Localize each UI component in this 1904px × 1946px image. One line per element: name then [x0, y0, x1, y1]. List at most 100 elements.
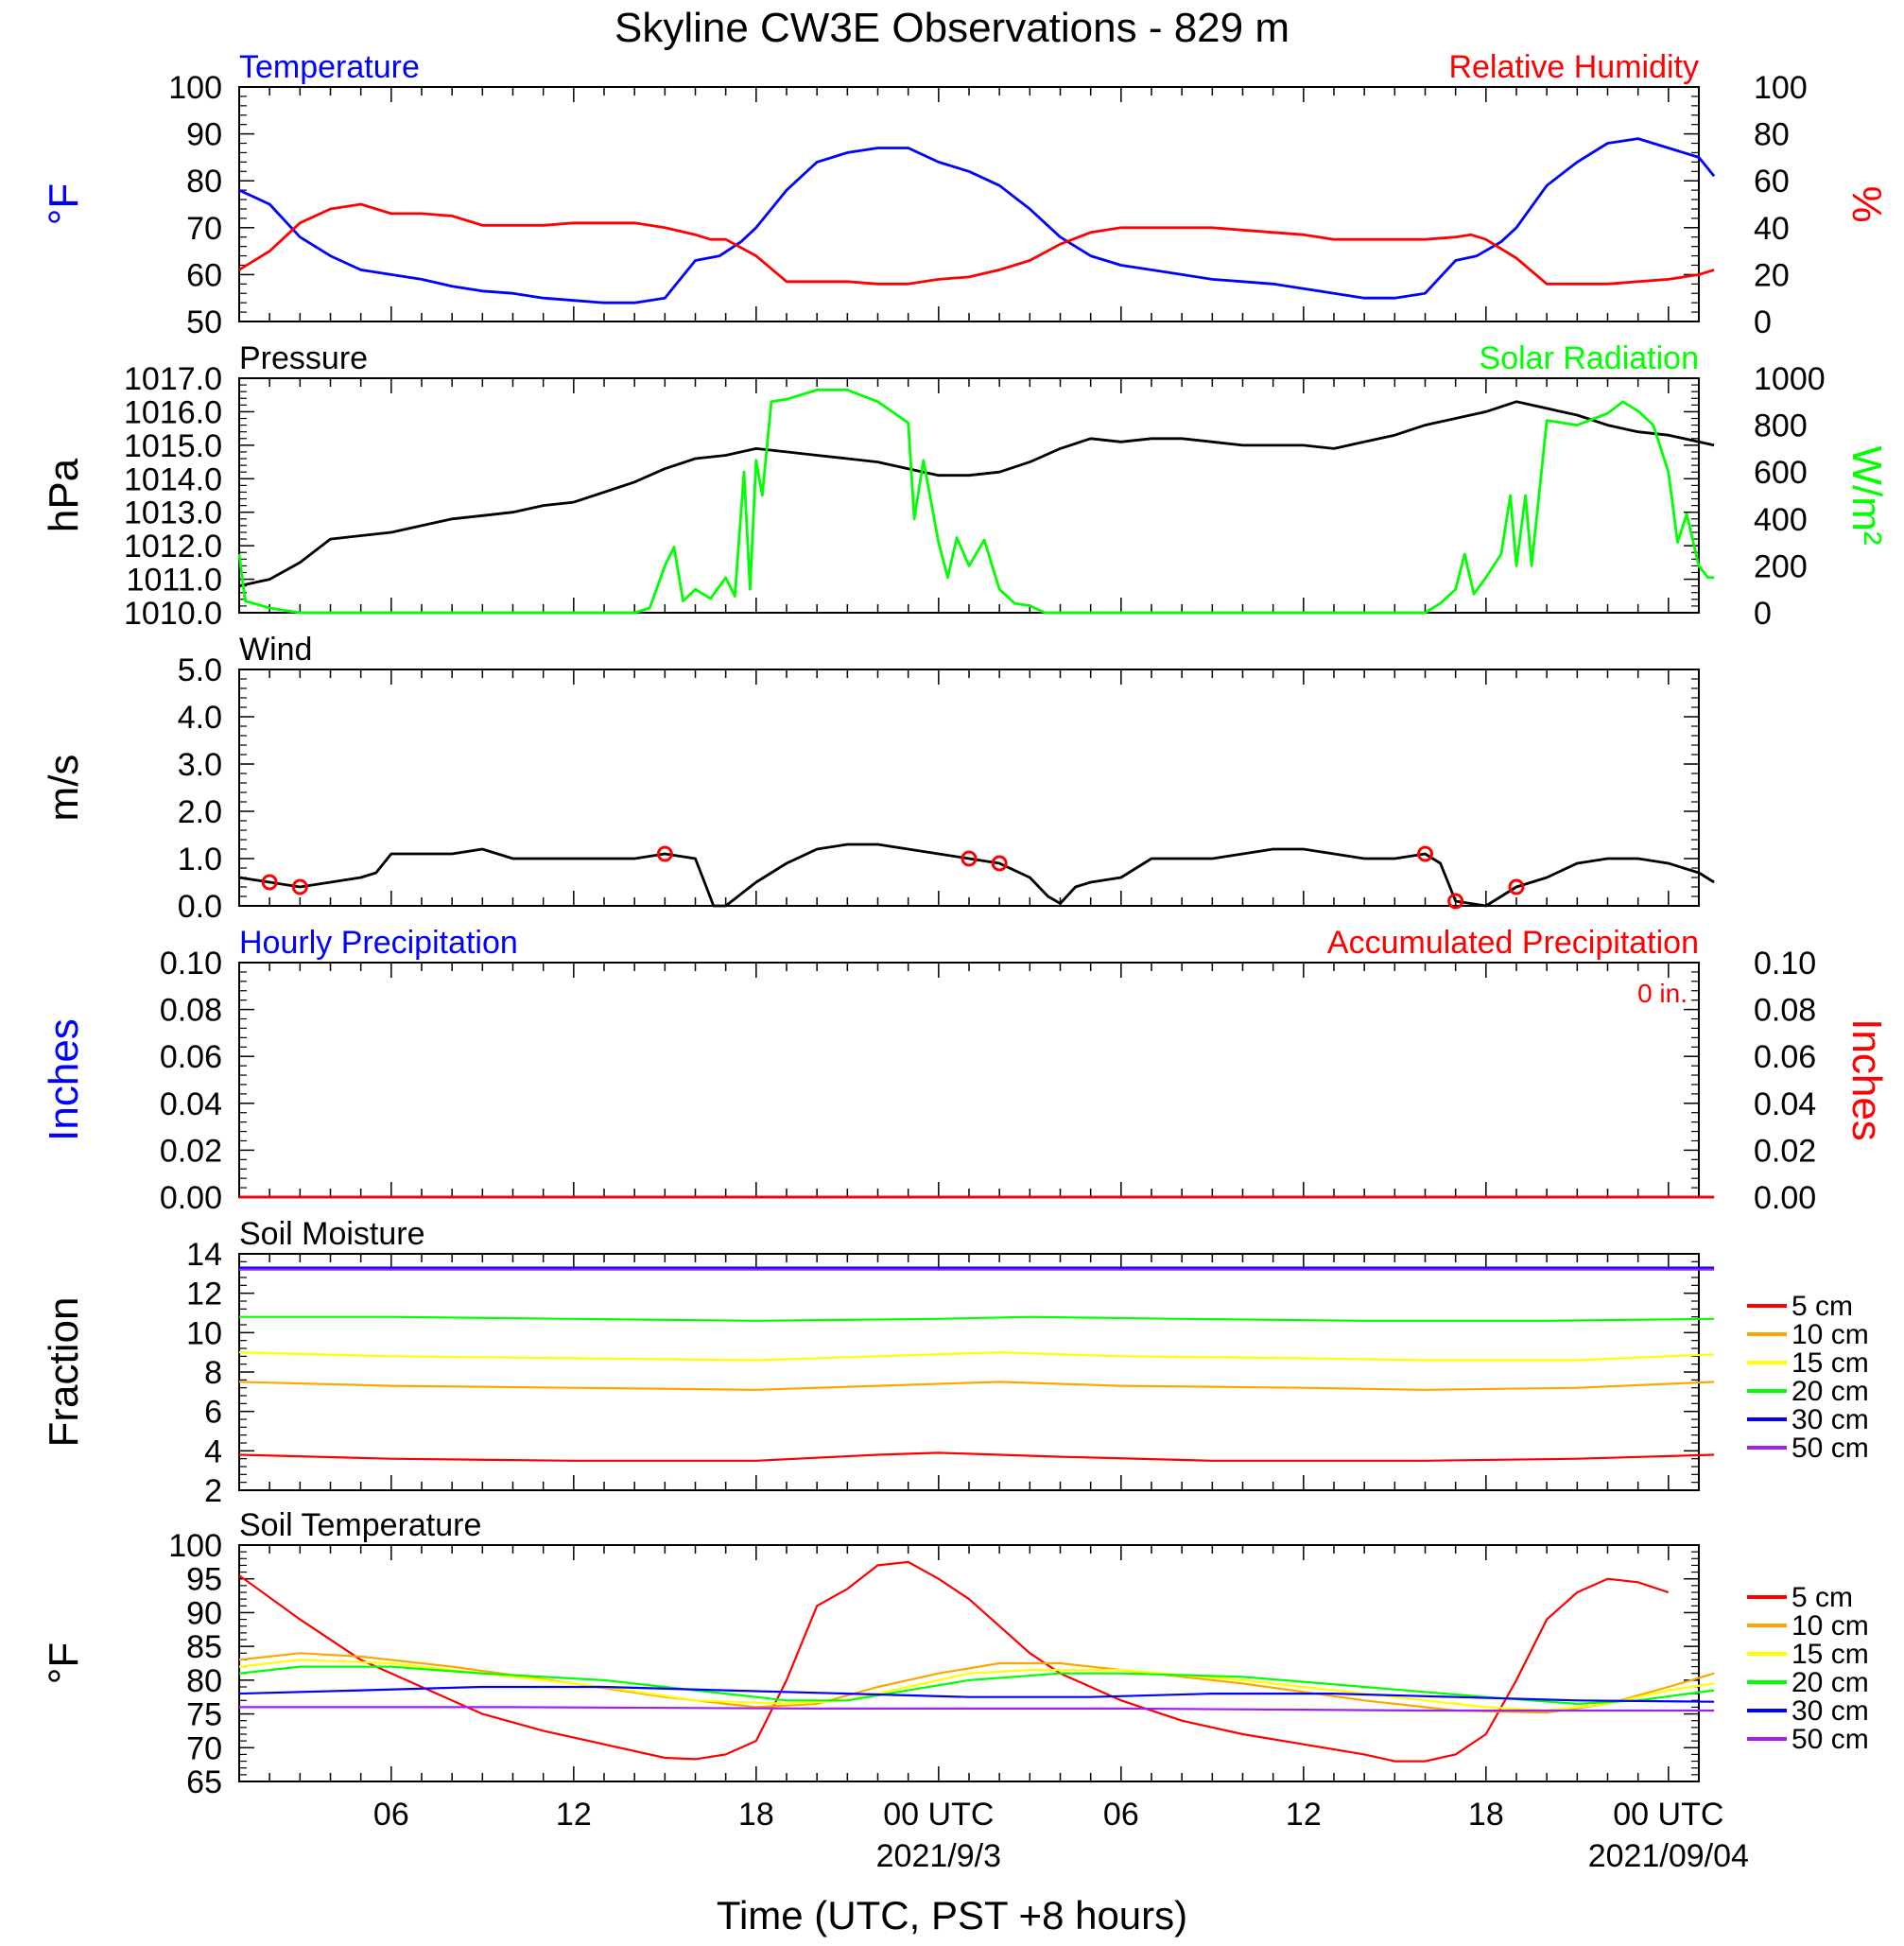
y-right-tick-label: 600 — [1754, 455, 1808, 491]
y-tick-label: 4 — [204, 1433, 222, 1469]
y-axis-label-right: % — [1843, 185, 1890, 222]
panel-1: 50 60 70 80 90 100 0 20 40 60 80 100 Temperature Rela… — [41, 49, 1890, 340]
series-line — [238, 1451, 1715, 1462]
legend-label: 5 cm — [1791, 1291, 1853, 1322]
y-axis-label: m/s — [41, 755, 87, 822]
panel-title-left: Hourly Precipitation — [239, 925, 518, 961]
y-tick-label: 1015.0 — [124, 428, 222, 464]
y-axis-label: Inches — [41, 1018, 87, 1141]
y-tick-label: 50 — [186, 304, 222, 340]
panel-4: 0.00 0.02 0.04 0.06 0.08 0.10 0.00 0.02 0.04 0.06… — [41, 925, 1890, 1216]
legend-label: 10 cm — [1791, 1610, 1869, 1642]
y-tick-label: 4.0 — [178, 700, 222, 736]
series-line — [239, 1315, 1715, 1322]
y-right-tick-label: 40 — [1754, 211, 1790, 247]
y-tick-label: 1012.0 — [124, 529, 222, 565]
y-tick-label: 8 — [204, 1355, 222, 1391]
y-tick-label: 0.02 — [160, 1133, 222, 1169]
y-right-tick-label: 0.00 — [1754, 1180, 1816, 1216]
legend-label: 15 cm — [1791, 1347, 1869, 1379]
y-tick-label: 85 — [186, 1629, 222, 1665]
y-tick-label: 3.0 — [178, 747, 222, 783]
series-line — [238, 1652, 1715, 1714]
y-tick-label: 65 — [186, 1764, 222, 1800]
legend-label: 20 cm — [1791, 1376, 1869, 1407]
y-right-tick-label: 0.10 — [1754, 946, 1816, 982]
legend-label: 30 cm — [1791, 1404, 1869, 1435]
x-tick-label: 12 — [556, 1797, 592, 1833]
panel-annotation: 0 in. — [1637, 979, 1688, 1008]
date-label: 2021/9/3 — [876, 1838, 1001, 1874]
y-tick-label: 0.08 — [160, 993, 222, 1029]
y-tick-label: 80 — [186, 164, 222, 200]
x-tick-label: 06 — [1103, 1797, 1139, 1833]
y-tick-label: 1.0 — [178, 842, 222, 877]
y-tick-label: 95 — [186, 1562, 222, 1598]
y-tick-label: 1011.0 — [127, 563, 222, 599]
y-axis-label: °F — [41, 1642, 87, 1684]
y-tick-label: 1014.0 — [124, 461, 222, 497]
y-right-tick-label: 20 — [1754, 257, 1790, 293]
calm-wind-marker — [991, 855, 1008, 872]
panel-title-right: Accumulated Precipitation — [1327, 925, 1699, 961]
panel-title-left: Temperature — [239, 49, 420, 85]
series-line — [238, 137, 1716, 304]
calm-wind-marker — [291, 878, 308, 895]
panel-title-right: Solar Radiation — [1480, 340, 1699, 376]
date-label: 2021/09/04 — [1588, 1838, 1749, 1874]
series-line — [238, 1560, 1670, 1763]
legend-label: 50 cm — [1791, 1433, 1869, 1464]
y-tick-label: 0.10 — [160, 946, 222, 982]
series-line — [238, 400, 1715, 588]
legend-label: 15 cm — [1791, 1639, 1869, 1670]
y-right-tick-label: 0.02 — [1754, 1133, 1816, 1169]
y-tick-label: 2 — [204, 1473, 222, 1509]
calm-wind-marker — [961, 850, 978, 867]
y-tick-label: 14 — [186, 1237, 222, 1273]
y-right-tick-label: 800 — [1754, 408, 1808, 444]
calm-wind-marker — [1508, 878, 1525, 895]
y-right-tick-label: 200 — [1754, 548, 1808, 584]
x-axis-label: Time (UTC, PST +8 hours) — [717, 1893, 1187, 1937]
series-line — [239, 1706, 1715, 1712]
x-tick-label: 12 — [1286, 1797, 1322, 1833]
legend-label: 5 cm — [1791, 1582, 1853, 1613]
y-tick-label: 1013.0 — [124, 495, 222, 531]
y-tick-label: 75 — [186, 1697, 222, 1733]
y-tick-label: 2.0 — [178, 794, 222, 830]
y-axis-label: °F — [41, 183, 87, 225]
y-right-tick-label: 0 — [1754, 596, 1772, 632]
y-tick-label: 0.04 — [160, 1086, 222, 1122]
series-line — [237, 388, 1715, 615]
legend-label: 50 cm — [1791, 1724, 1869, 1755]
y-axis-label-right: Inches — [1843, 1018, 1890, 1141]
panel-title-left: Pressure — [239, 340, 368, 376]
y-tick-label: 6 — [204, 1395, 222, 1431]
y-tick-label: 1016.0 — [124, 394, 222, 430]
panel-3: 0.0 1.0 2.0 3.0 4.0 5.0 Wind m/s — [41, 632, 1715, 925]
y-tick-label: 100 — [168, 70, 222, 106]
y-tick-label: 0.0 — [178, 889, 222, 925]
y-tick-label: 90 — [186, 117, 222, 153]
series-line — [238, 1351, 1715, 1362]
x-tick-label: 18 — [738, 1797, 774, 1833]
y-right-tick-label: 400 — [1754, 502, 1808, 538]
calm-wind-marker — [1417, 845, 1433, 862]
x-tick-label: 06 — [373, 1797, 409, 1833]
y-tick-label: 0.00 — [160, 1180, 222, 1216]
y-right-tick-label: 80 — [1754, 117, 1790, 153]
series-line — [238, 202, 1715, 286]
y-axis-label: hPa — [41, 458, 87, 532]
y-axis-label-right: W/m² — [1843, 445, 1890, 545]
y-right-tick-label: 0.04 — [1754, 1086, 1816, 1122]
panel-title-left: Wind — [239, 632, 312, 668]
y-tick-label: 5.0 — [178, 652, 222, 688]
calm-wind-marker — [261, 874, 278, 891]
chart-title: Skyline CW3E Observations - 829 m — [614, 5, 1290, 51]
x-tick-label: 18 — [1468, 1797, 1504, 1833]
y-right-tick-label: 0.08 — [1754, 993, 1816, 1029]
